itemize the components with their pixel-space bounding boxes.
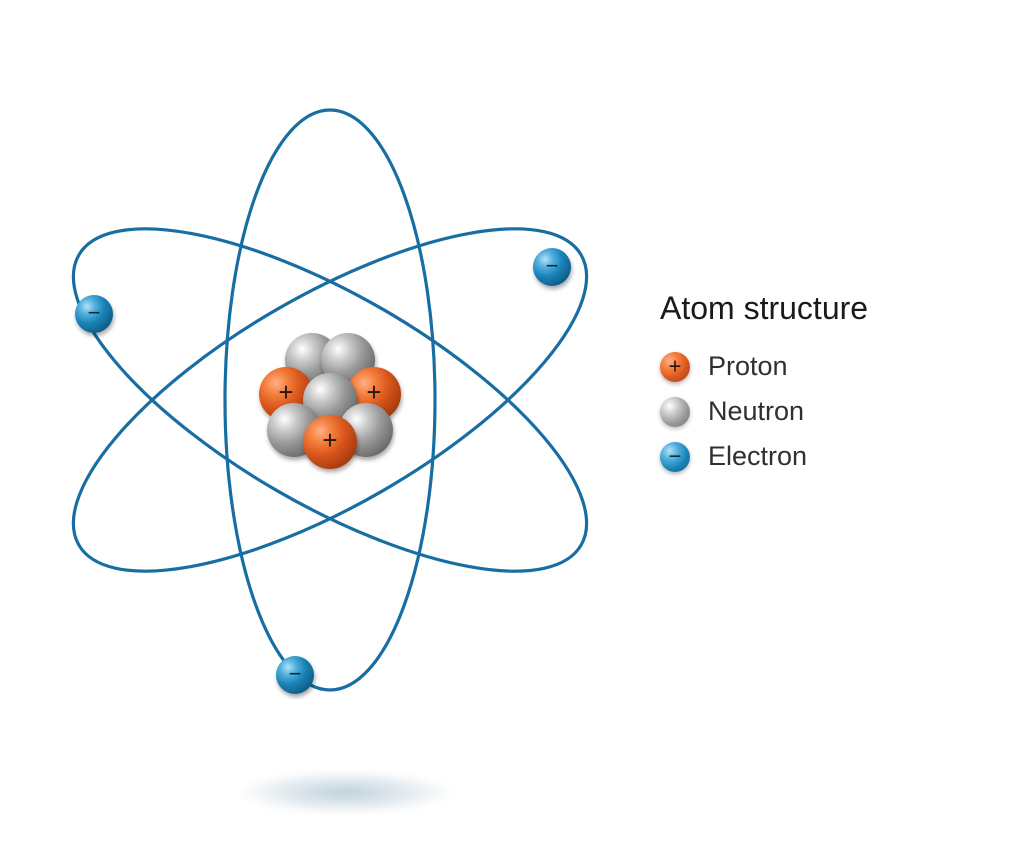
atom-diagram: + + + − − −	[0, 0, 1024, 853]
legend: Atom structure + Proton Neutron − Electr…	[660, 290, 868, 486]
svg-text:+: +	[278, 377, 293, 407]
electron-particle: −	[75, 295, 113, 333]
neutron-icon	[660, 397, 690, 427]
ground-shadow	[235, 770, 455, 815]
legend-item-neutron: Neutron	[660, 396, 868, 427]
svg-text:+: +	[366, 377, 381, 407]
svg-text:−: −	[88, 300, 101, 325]
proton-icon: +	[660, 352, 690, 382]
svg-text:+: +	[322, 425, 337, 455]
legend-item-electron: − Electron	[660, 441, 868, 472]
electron-particle: −	[533, 248, 571, 286]
legend-item-proton: + Proton	[660, 351, 868, 382]
svg-text:−: −	[546, 253, 559, 278]
legend-label-neutron: Neutron	[708, 396, 804, 427]
legend-label-proton: Proton	[708, 351, 788, 382]
electron-icon: −	[660, 442, 690, 472]
legend-label-electron: Electron	[708, 441, 807, 472]
legend-title: Atom structure	[660, 290, 868, 327]
electron-particle: −	[276, 656, 314, 694]
proton-particle: +	[303, 415, 357, 469]
svg-text:−: −	[289, 661, 302, 686]
